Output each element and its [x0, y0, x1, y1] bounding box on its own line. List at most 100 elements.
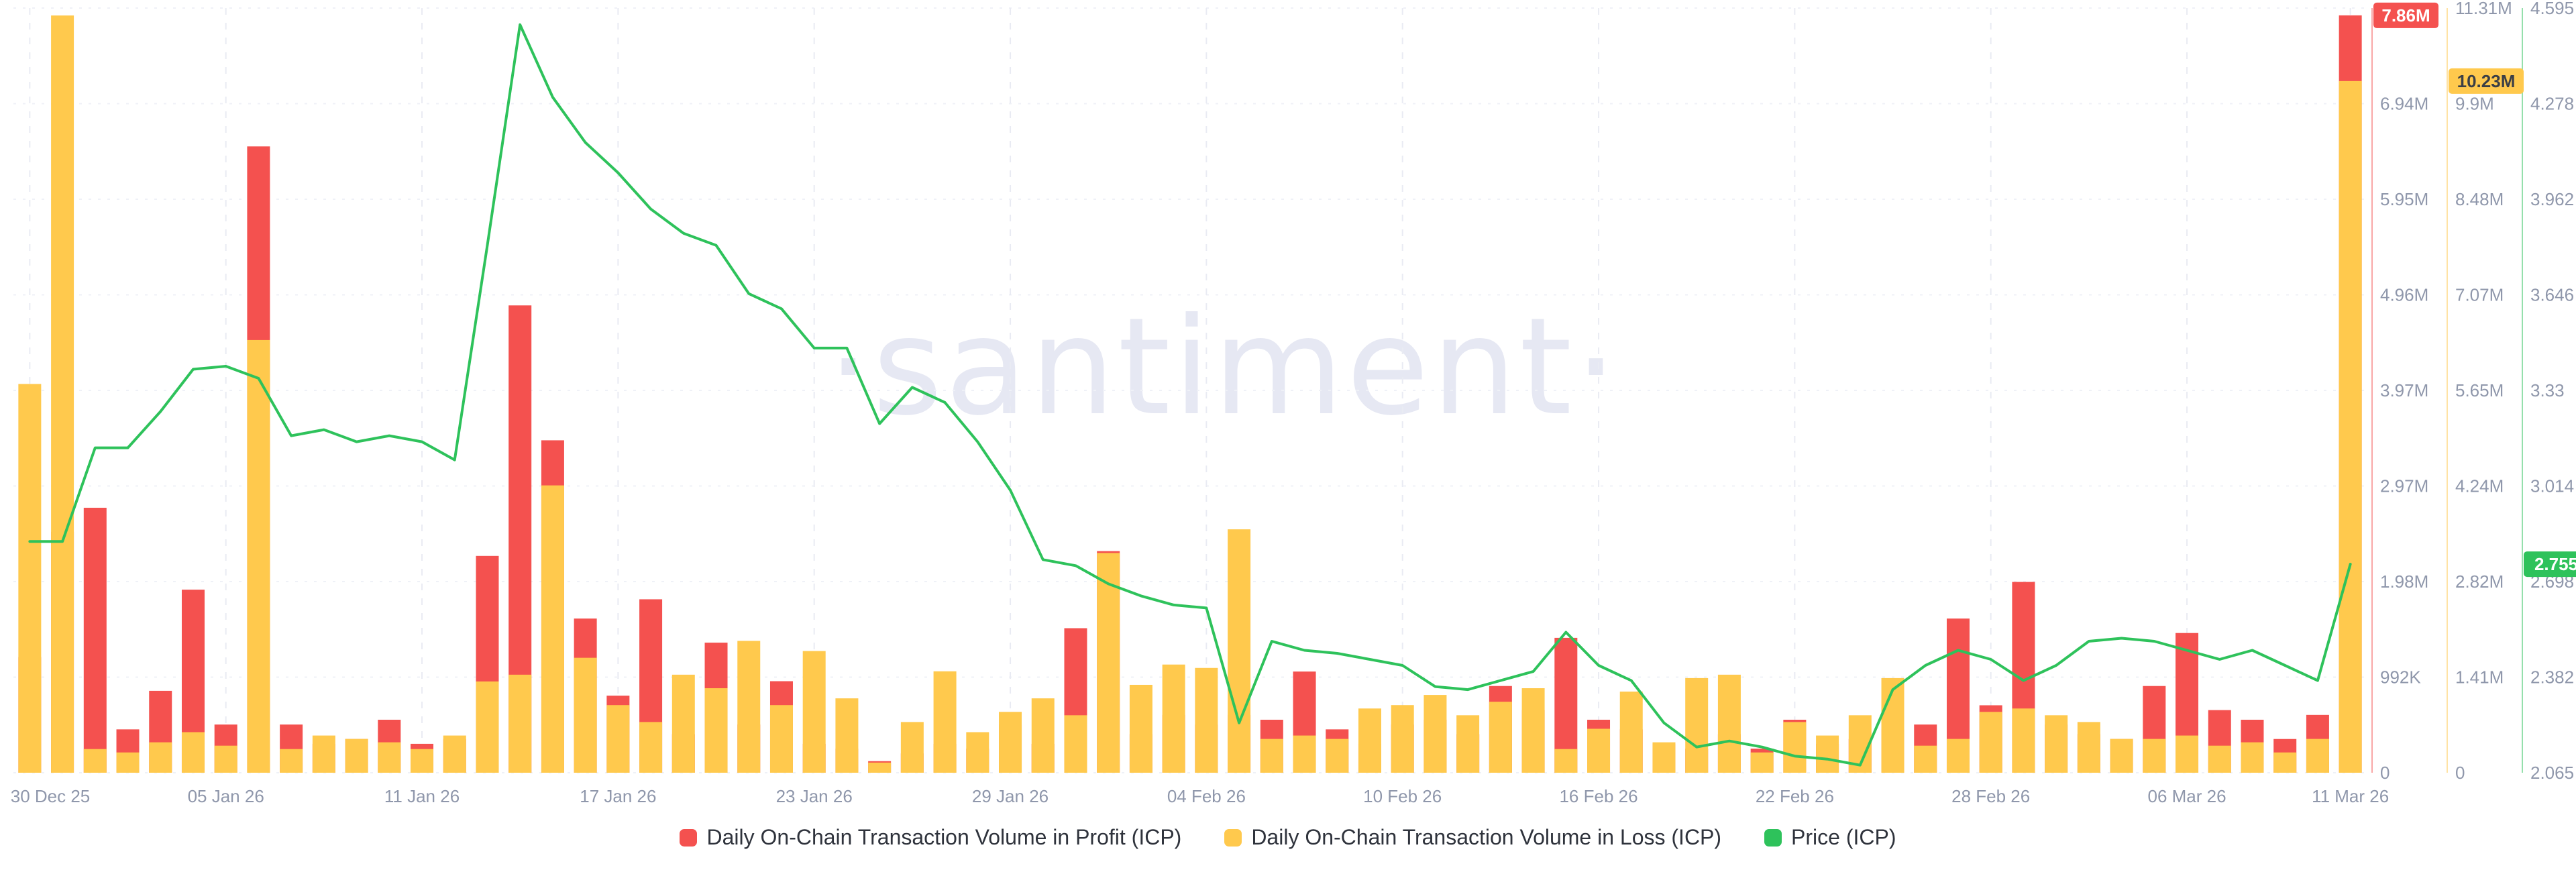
loss-bar	[1881, 677, 1904, 773]
svg-text:992K: 992K	[2380, 667, 2421, 688]
loss-bar	[149, 742, 172, 773]
svg-text:05 Jan 26: 05 Jan 26	[188, 786, 264, 806]
x-axis-labels: 30 Dec 25 05 Jan 26 11 Jan 26 17 Jan 26 23 J…	[11, 786, 2389, 806]
svg-text:4.24M: 4.24M	[2455, 476, 2504, 496]
loss-bar	[1424, 695, 1447, 773]
svg-text:8.48M: 8.48M	[2455, 189, 2504, 209]
loss-bar	[1717, 674, 1741, 773]
loss-bar	[1064, 715, 1087, 773]
svg-text:16 Feb 26: 16 Feb 26	[1559, 786, 1638, 806]
loss-bar	[1489, 702, 1512, 773]
loss-bar	[1946, 739, 1970, 773]
loss-bar	[443, 735, 466, 773]
loss-bar	[2273, 752, 2297, 773]
loss-bar	[378, 742, 401, 773]
loss-bar	[280, 749, 303, 773]
svg-text:06 Mar 26: 06 Mar 26	[2147, 786, 2226, 806]
price-line	[28, 23, 2352, 767]
legend-label-price: Price (ICP)	[1791, 825, 1896, 849]
svg-text:2.97M: 2.97M	[2380, 476, 2428, 496]
loss-bar	[1783, 722, 1807, 773]
loss-bar	[1521, 688, 1545, 773]
legend-item-loss-volume[interactable]: Daily On-Chain Transaction Volume in Los…	[1224, 825, 1721, 850]
loss-bar	[83, 749, 107, 773]
svg-text:0: 0	[2455, 763, 2465, 783]
legend-label-profit-volume: Daily On-Chain Transaction Volume in Pro…	[706, 825, 1182, 849]
svg-text:3.33: 3.33	[2530, 380, 2565, 400]
loss-bar	[51, 15, 74, 773]
svg-text:2.755: 2.755	[2534, 554, 2576, 574]
last-value-badge-price: 2.755	[2524, 551, 2576, 578]
loss-bar	[1228, 529, 1251, 773]
loss-bar	[2110, 739, 2133, 773]
loss-bar	[345, 739, 368, 773]
loss-bar	[1619, 692, 1643, 773]
loss-bar	[802, 651, 826, 773]
svg-text:2.065: 2.065	[2530, 763, 2574, 783]
loss-bar	[508, 674, 532, 773]
loss-bar	[737, 641, 761, 773]
svg-text:10.23M: 10.23M	[2457, 71, 2516, 91]
loss-bar	[2176, 735, 2199, 773]
svg-text:3.014: 3.014	[2530, 476, 2574, 496]
last-value-badge-loss: 10.23M	[2449, 68, 2524, 94]
loss-bar	[181, 732, 205, 773]
loss-bar	[2208, 745, 2231, 773]
svg-text:1.41M: 1.41M	[2455, 667, 2504, 688]
profit-volume-swatch-icon	[680, 828, 698, 847]
loss-bar	[2077, 722, 2100, 773]
loss-bar	[1293, 735, 1316, 773]
loss-bar	[1554, 749, 1578, 773]
svg-text:23 Jan 26: 23 Jan 26	[776, 786, 853, 806]
loss-volume-swatch-icon	[1224, 828, 1242, 847]
svg-text:9.9M: 9.9M	[2455, 94, 2494, 114]
loss-bar	[933, 671, 957, 773]
loss-bar	[411, 749, 434, 773]
svg-text:3.646: 3.646	[2530, 285, 2574, 305]
loss-bar	[1979, 712, 2002, 773]
loss-bar	[1750, 752, 1774, 773]
loss-bar	[1162, 664, 1185, 773]
legend-item-price[interactable]: Price (ICP)	[1764, 825, 1896, 850]
svg-text:5.65M: 5.65M	[2455, 380, 2504, 400]
svg-text:5.95M: 5.95M	[2380, 189, 2428, 209]
svg-text:3.962: 3.962	[2530, 189, 2574, 209]
svg-text:22 Feb 26: 22 Feb 26	[1756, 786, 1834, 806]
profit-bar	[83, 507, 107, 773]
loss-bar	[1652, 742, 1676, 773]
svg-text:1.98M: 1.98M	[2380, 571, 2428, 592]
loss-bar	[1587, 728, 1611, 773]
loss-bar	[541, 485, 564, 773]
legend-item-profit-volume[interactable]: Daily On-Chain Transaction Volume in Pro…	[680, 825, 1181, 850]
svg-text:4.595: 4.595	[2530, 0, 2574, 18]
axis-labels-price: 2.0652.3822.6983.0143.333.6463.9624.2784…	[2530, 0, 2574, 783]
loss-bar	[1326, 739, 1349, 773]
loss-bar	[2339, 80, 2362, 773]
loss-bar	[476, 681, 499, 773]
loss-bar	[1097, 553, 1120, 773]
loss-bar	[966, 732, 989, 773]
chart-legend: Daily On-Chain Transaction Volume in Pro…	[0, 825, 2576, 850]
loss-bar	[1456, 715, 1480, 773]
svg-text:17 Jan 26: 17 Jan 26	[580, 786, 656, 806]
axis-labels-loss: 0 1.41M 2.82M 4.24M 5.65M 7.07M 8.48M 9.9M 11.31…	[2455, 0, 2512, 783]
svg-text:11 Mar 26: 11 Mar 26	[2312, 786, 2389, 806]
loss-bar	[1358, 708, 1381, 773]
svg-text:6.94M: 6.94M	[2380, 94, 2428, 114]
loss-bar	[18, 384, 42, 773]
loss-bar	[1914, 745, 1937, 773]
loss-bar	[769, 705, 793, 773]
loss-bar	[704, 688, 728, 773]
loss-bar	[835, 698, 859, 773]
loss-bar	[1391, 705, 1414, 773]
loss-bar	[999, 712, 1022, 773]
loss-bar	[672, 674, 695, 773]
svg-text:28 Feb 26: 28 Feb 26	[1951, 786, 2030, 806]
last-value-badge-profit: 7.86M	[2373, 2, 2438, 28]
loss-bar	[2306, 739, 2329, 773]
loss-bar	[214, 745, 237, 773]
svg-text:11 Jan 26: 11 Jan 26	[384, 786, 460, 806]
loss-bar	[1685, 677, 1709, 773]
svg-text:4.96M: 4.96M	[2380, 285, 2428, 305]
